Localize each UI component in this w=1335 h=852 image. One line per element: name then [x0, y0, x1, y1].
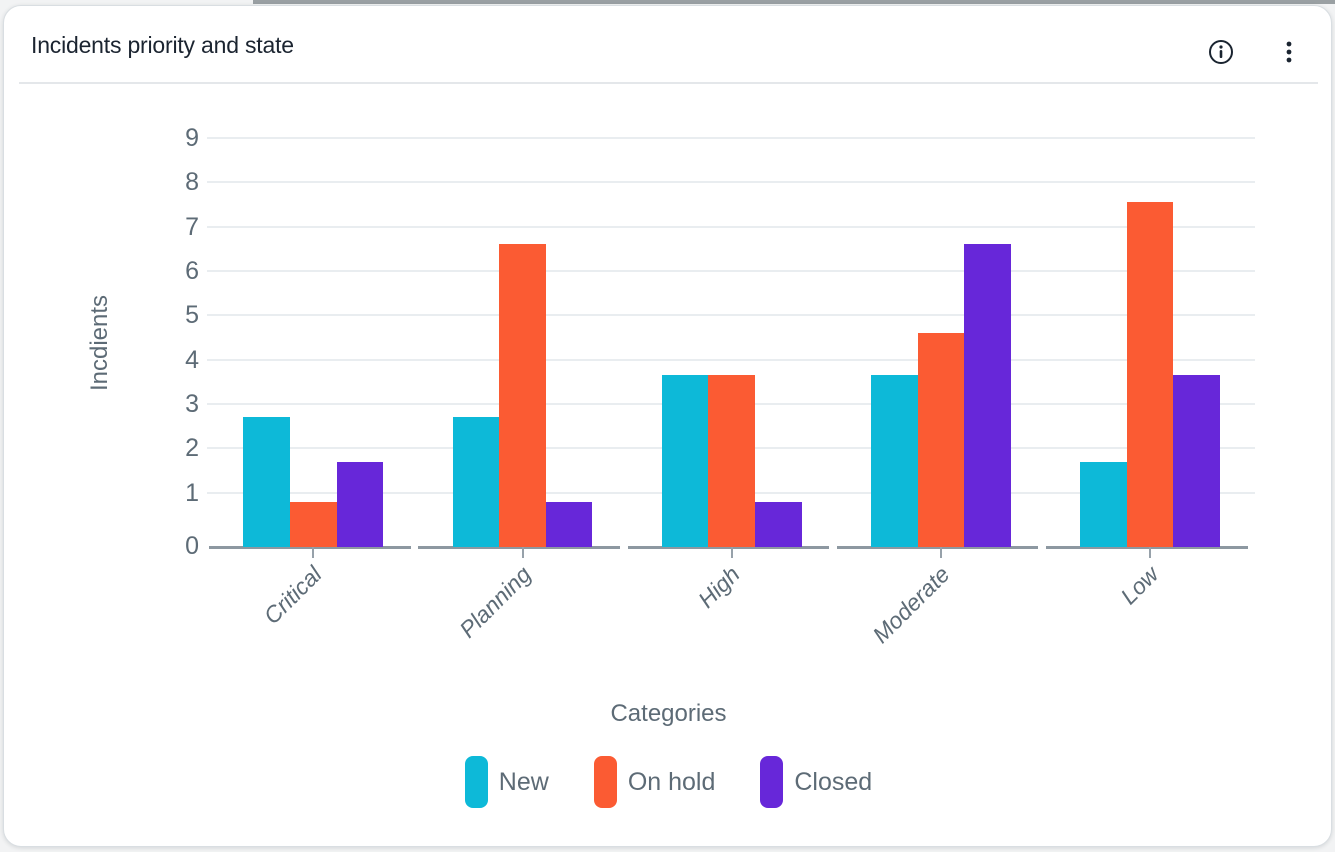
legend-label: New — [498, 767, 549, 796]
bar-new-low[interactable] — [1080, 461, 1127, 547]
x-axis-line-segment — [836, 546, 1039, 549]
x-axis-tick — [521, 547, 524, 558]
gridline — [207, 137, 1255, 140]
x-axis-line-segment — [1046, 546, 1248, 549]
bar-closed-moderate[interactable] — [964, 244, 1011, 547]
info-button[interactable] — [1204, 35, 1238, 69]
bar-on-hold-high[interactable] — [708, 375, 756, 547]
kebab-menu-icon — [1286, 41, 1292, 63]
x-axis-tick — [312, 547, 315, 558]
x-axis-tick — [939, 547, 942, 558]
y-axis-tick-label: 8 — [185, 168, 199, 197]
bar-closed-low[interactable] — [1173, 375, 1221, 547]
y-axis-tick-label: 5 — [185, 301, 199, 330]
y-axis-tick-label: 9 — [185, 124, 199, 153]
x-axis-category-label: High — [693, 561, 746, 613]
bar-on-hold-low[interactable] — [1126, 202, 1174, 547]
x-axis-category-label: Moderate — [867, 561, 955, 649]
legend-item-on-hold[interactable]: On hold — [593, 756, 716, 808]
info-icon — [1209, 40, 1233, 64]
gridline — [207, 270, 1255, 273]
x-axis-tick — [730, 547, 733, 558]
y-axis-tick-label: 3 — [185, 390, 199, 419]
bar-closed-critical[interactable] — [336, 461, 384, 547]
x-axis-category-label: Planning — [454, 561, 536, 643]
legend-label: Closed — [794, 767, 873, 796]
y-axis-tick-label: 7 — [185, 212, 199, 241]
kebab-menu-button[interactable] — [1272, 35, 1306, 69]
legend-swatch — [760, 756, 784, 808]
chart-widget-card: Incidents priority and state 0 1 2 3 4 5 6 7 8 9 C… — [3, 5, 1332, 847]
bar-on-hold-critical[interactable] — [289, 501, 337, 547]
x-axis-line-segment — [627, 546, 830, 549]
bar-new-planning[interactable] — [452, 417, 500, 547]
chart-legend: New On hold Closed — [4, 756, 1331, 808]
window-top-edge — [253, 0, 1335, 4]
x-axis-line-segment — [209, 546, 411, 549]
gridline — [207, 358, 1255, 361]
header-divider — [19, 82, 1318, 84]
bar-on-hold-moderate[interactable] — [917, 333, 965, 547]
y-axis-tick-label: 2 — [185, 434, 199, 463]
legend-swatch — [593, 756, 617, 808]
x-axis-tick — [1149, 547, 1152, 558]
y-axis-tick-label: 1 — [185, 478, 199, 507]
x-axis-line-segment — [418, 546, 621, 549]
legend-label: On hold — [627, 767, 716, 796]
bar-closed-planning[interactable] — [545, 501, 593, 547]
legend-item-new[interactable]: New — [464, 756, 549, 808]
y-axis-tick-label: 0 — [185, 532, 199, 560]
gridline — [207, 225, 1255, 228]
x-axis-category-label: Low — [1115, 561, 1164, 610]
gridline — [207, 314, 1255, 317]
bar-closed-high[interactable] — [755, 501, 802, 547]
widget-title: Incidents priority and state — [31, 32, 294, 58]
y-axis-tick-label: 4 — [185, 345, 199, 374]
legend-item-closed[interactable]: Closed — [760, 756, 872, 808]
widget-header-actions — [1204, 35, 1306, 69]
y-axis-tick-label: 6 — [185, 257, 199, 286]
bar-new-moderate[interactable] — [870, 375, 918, 547]
chart-stage: Incidents priority and state 0 1 2 3 4 5 6 7 8 9 C… — [4, 6, 1331, 846]
bar-new-high[interactable] — [661, 375, 709, 547]
x-axis-title: Categories — [610, 700, 727, 727]
x-axis-category-label: Critical — [258, 561, 327, 630]
y-axis-title: Incdients — [86, 294, 113, 392]
bar-new-critical[interactable] — [243, 417, 290, 547]
gridline — [207, 181, 1255, 184]
legend-swatch — [464, 756, 488, 808]
bar-on-hold-planning[interactable] — [499, 244, 546, 547]
